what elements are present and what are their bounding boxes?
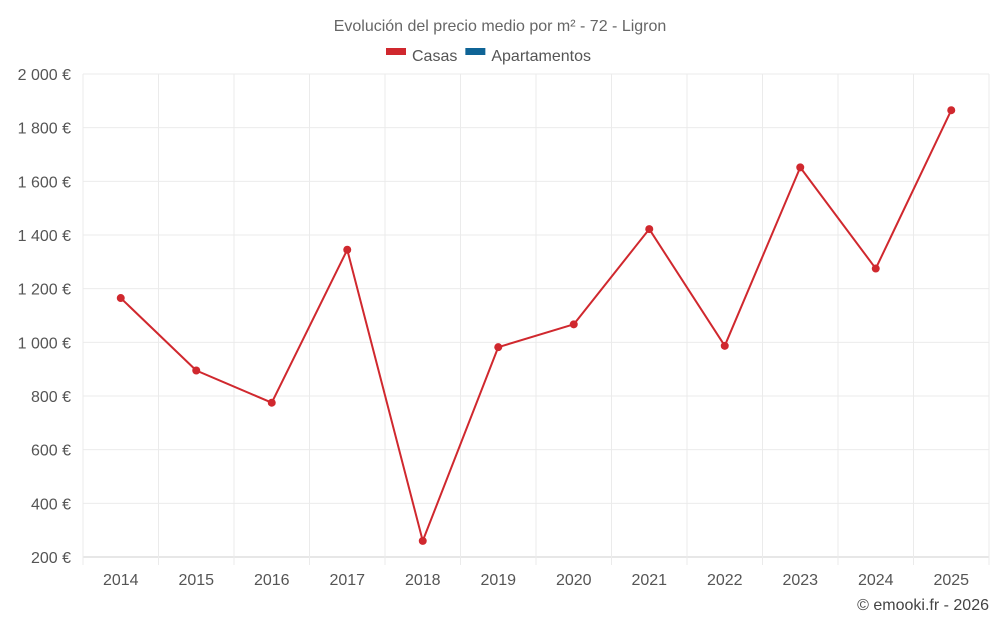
legend-label[interactable]: Casas <box>412 48 457 65</box>
x-tick-label: 2024 <box>858 572 894 589</box>
x-tick-label: 2018 <box>405 572 441 589</box>
legend-label[interactable]: Apartamentos <box>491 48 591 65</box>
legend-swatch[interactable] <box>465 48 486 55</box>
data-point[interactable] <box>494 343 503 352</box>
data-point[interactable] <box>796 163 805 172</box>
series-line-casas <box>120 109 953 542</box>
data-point[interactable] <box>418 536 427 545</box>
data-point[interactable] <box>343 245 352 254</box>
x-tick-label: 2022 <box>707 572 743 589</box>
data-point[interactable] <box>192 366 201 375</box>
legend-swatch[interactable] <box>386 48 406 55</box>
x-tick-label: 2016 <box>254 572 290 589</box>
y-tick-label: 800 € <box>31 389 71 406</box>
grid <box>82 73 990 565</box>
data-point[interactable] <box>871 264 880 273</box>
y-tick-label: 1 800 € <box>18 121 71 138</box>
series-layer <box>116 106 956 545</box>
x-tick-label: 2014 <box>103 572 139 589</box>
legend: Casas Apartamentos <box>386 48 591 65</box>
x-tick-label: 2025 <box>933 572 969 589</box>
x-axis: 2014 2015 2016 2017 2018 2019 2020 2021 2022 2023… <box>103 572 969 589</box>
x-tick-label: 2019 <box>480 572 516 589</box>
y-tick-label: 1 000 € <box>18 335 71 352</box>
data-point[interactable] <box>720 341 729 350</box>
data-point[interactable] <box>267 398 276 407</box>
data-point[interactable] <box>569 320 578 329</box>
chart-title: Evolución del precio medio por m² - 72 -… <box>334 18 667 35</box>
x-tick-label: 2023 <box>782 572 818 589</box>
y-tick-label: 1 400 € <box>18 228 71 245</box>
y-tick-label: 1 600 € <box>18 174 71 191</box>
y-tick-label: 2 000 € <box>18 67 71 84</box>
data-point[interactable] <box>645 225 654 234</box>
y-axis: 200 € 400 € 600 € 800 € 1 000 € 1 200 € 1 400 … <box>18 67 71 567</box>
y-tick-label: 1 200 € <box>18 282 71 299</box>
x-tick-label: 2015 <box>178 572 214 589</box>
data-point[interactable] <box>116 294 125 303</box>
x-tick-label: 2020 <box>556 572 592 589</box>
y-tick-label: 600 € <box>31 443 71 460</box>
y-tick-label: 200 € <box>31 550 71 567</box>
data-point[interactable] <box>947 106 956 115</box>
y-tick-label: 400 € <box>31 496 71 513</box>
x-tick-label: 2021 <box>631 572 667 589</box>
credit-text: © emooki.fr - 2026 <box>857 597 989 614</box>
x-tick-label: 2017 <box>329 572 365 589</box>
